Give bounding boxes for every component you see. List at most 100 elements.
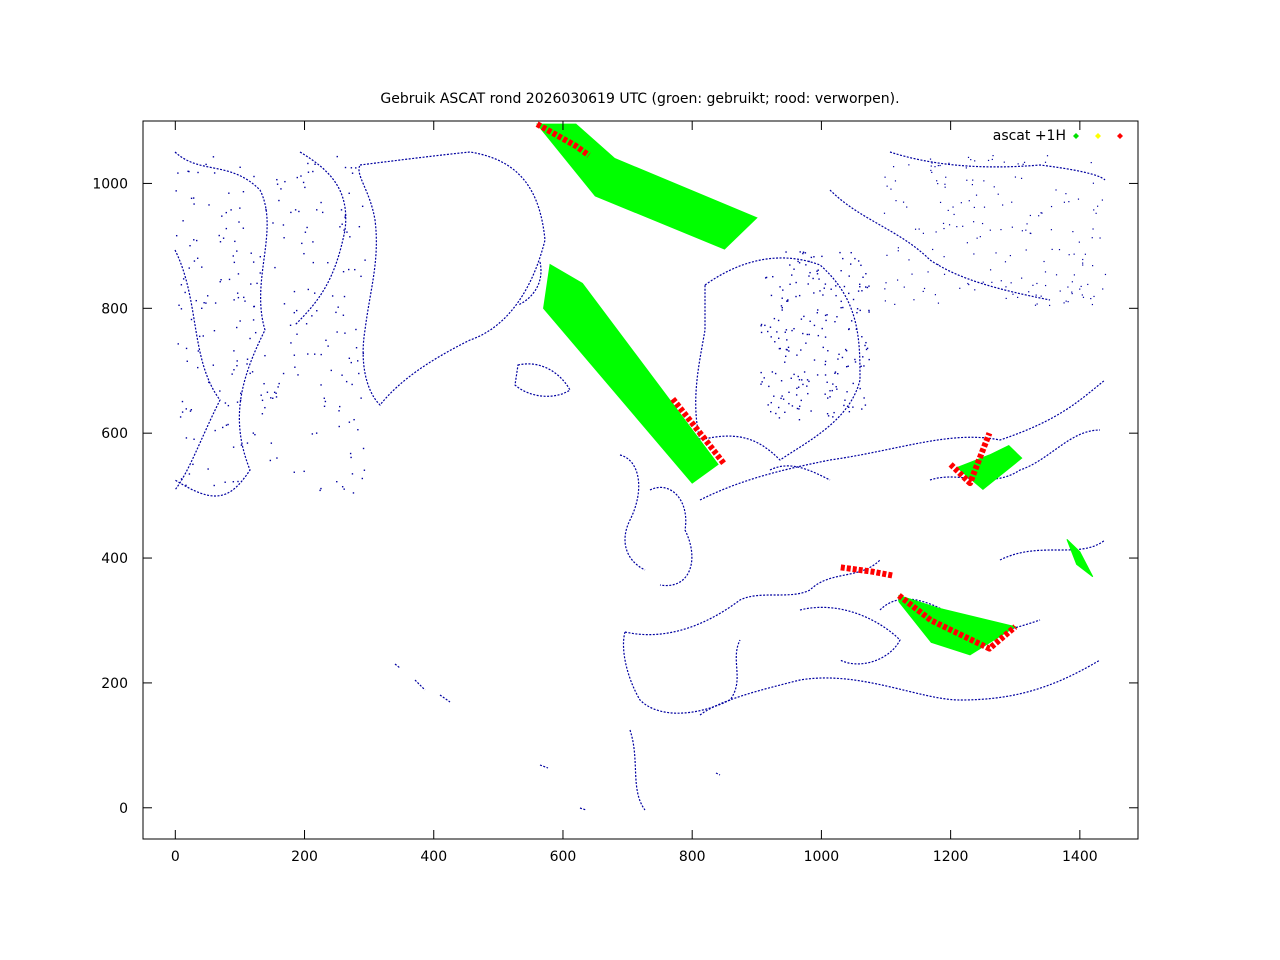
coast-dot [349, 452, 352, 455]
coast-dot [192, 197, 195, 199]
coast-dot [883, 212, 886, 214]
coast-dot [819, 290, 821, 292]
coast-dot [290, 342, 292, 344]
coastline-segment [517, 261, 542, 306]
coast-dot [784, 355, 787, 358]
coast-dot [968, 283, 970, 286]
coast-dot [989, 229, 991, 231]
coast-dot [821, 327, 823, 330]
coastline-segment [769, 465, 831, 481]
coast-dot [795, 394, 798, 396]
coast-dot [861, 290, 863, 292]
coast-dot [321, 211, 324, 214]
coast-dot [781, 395, 783, 397]
coast-dot [785, 251, 787, 253]
coast-dot [791, 274, 793, 276]
coast-dot [185, 437, 188, 439]
coast-dot [860, 365, 862, 368]
coast-dot [275, 396, 278, 398]
coast-dot [354, 268, 356, 271]
coast-dot [1091, 303, 1094, 306]
coast-dot [809, 271, 811, 274]
coast-dot [337, 306, 339, 308]
coast-dot [184, 291, 186, 294]
coast-dot [1079, 288, 1081, 290]
coast-dot [201, 307, 203, 310]
coastline-segment [715, 772, 721, 776]
coast-dot [884, 176, 886, 178]
coastline-layer [174, 151, 1107, 811]
coast-dot [931, 162, 933, 164]
coastline-segment [294, 151, 347, 326]
coast-dot [294, 209, 297, 211]
coast-dot [865, 272, 867, 275]
coast-dot [1067, 301, 1069, 303]
coast-dot [316, 310, 318, 312]
coast-dot [1068, 254, 1070, 256]
coast-dot [352, 492, 355, 494]
coast-dot [943, 273, 946, 275]
coast-dot [760, 383, 762, 385]
coast-dot [1004, 261, 1007, 263]
coast-dot [214, 302, 217, 304]
coastline-segment [439, 694, 451, 703]
coast-dot [205, 302, 207, 304]
coast-dot [824, 360, 827, 363]
coast-dot [843, 404, 845, 407]
coast-dot [857, 260, 860, 262]
x-tick-label: 400 [420, 849, 447, 865]
coast-dot [826, 381, 828, 383]
coast-dot [1049, 304, 1051, 307]
coast-dot [348, 357, 351, 359]
coast-dot [175, 234, 178, 237]
coast-dot [275, 392, 277, 394]
coast-dot [256, 282, 258, 285]
coast-dot [314, 163, 316, 165]
coast-dot [233, 299, 235, 301]
coast-dot [249, 372, 251, 375]
coast-dot [1068, 201, 1070, 203]
coast-dot [834, 371, 837, 373]
coast-dot [787, 346, 790, 349]
coast-dot [193, 438, 195, 440]
coast-dot [1046, 155, 1049, 157]
coast-dot [809, 320, 811, 323]
coast-dot [346, 231, 348, 233]
coast-dot [776, 331, 778, 333]
coast-dot [181, 400, 184, 403]
coast-dot [945, 176, 947, 178]
coast-dot [846, 391, 848, 393]
coast-dot [1082, 296, 1085, 298]
coast-dot [350, 361, 352, 364]
coast-dot [817, 309, 819, 311]
coast-dot [850, 251, 852, 254]
coast-dot [918, 228, 920, 230]
coast-dot [805, 264, 807, 266]
coast-dot [987, 159, 990, 162]
coast-dot [193, 239, 195, 241]
coast-dot [767, 330, 769, 333]
coast-dot [848, 292, 850, 295]
coast-dot [836, 388, 838, 390]
observation-layer [535, 121, 1094, 656]
coast-dot [939, 201, 942, 204]
coast-dot [943, 227, 945, 230]
coastline-segment [699, 659, 1101, 716]
coast-dot [264, 354, 266, 357]
coast-dot [796, 407, 799, 410]
coastline-segment [649, 486, 693, 587]
coast-dot [1035, 294, 1037, 296]
coast-dot [835, 386, 837, 388]
coast-dot [1065, 193, 1067, 195]
coast-dot [254, 433, 256, 436]
coast-dot [1050, 229, 1053, 231]
coast-dot [789, 264, 791, 266]
coast-dot [263, 382, 265, 385]
coast-dot [1101, 199, 1103, 201]
legend-marker [1095, 133, 1101, 139]
coast-dot [793, 327, 795, 330]
coast-dot [239, 399, 242, 402]
coast-dot [801, 379, 803, 381]
coast-dot [788, 350, 790, 352]
coast-dot [843, 285, 846, 288]
